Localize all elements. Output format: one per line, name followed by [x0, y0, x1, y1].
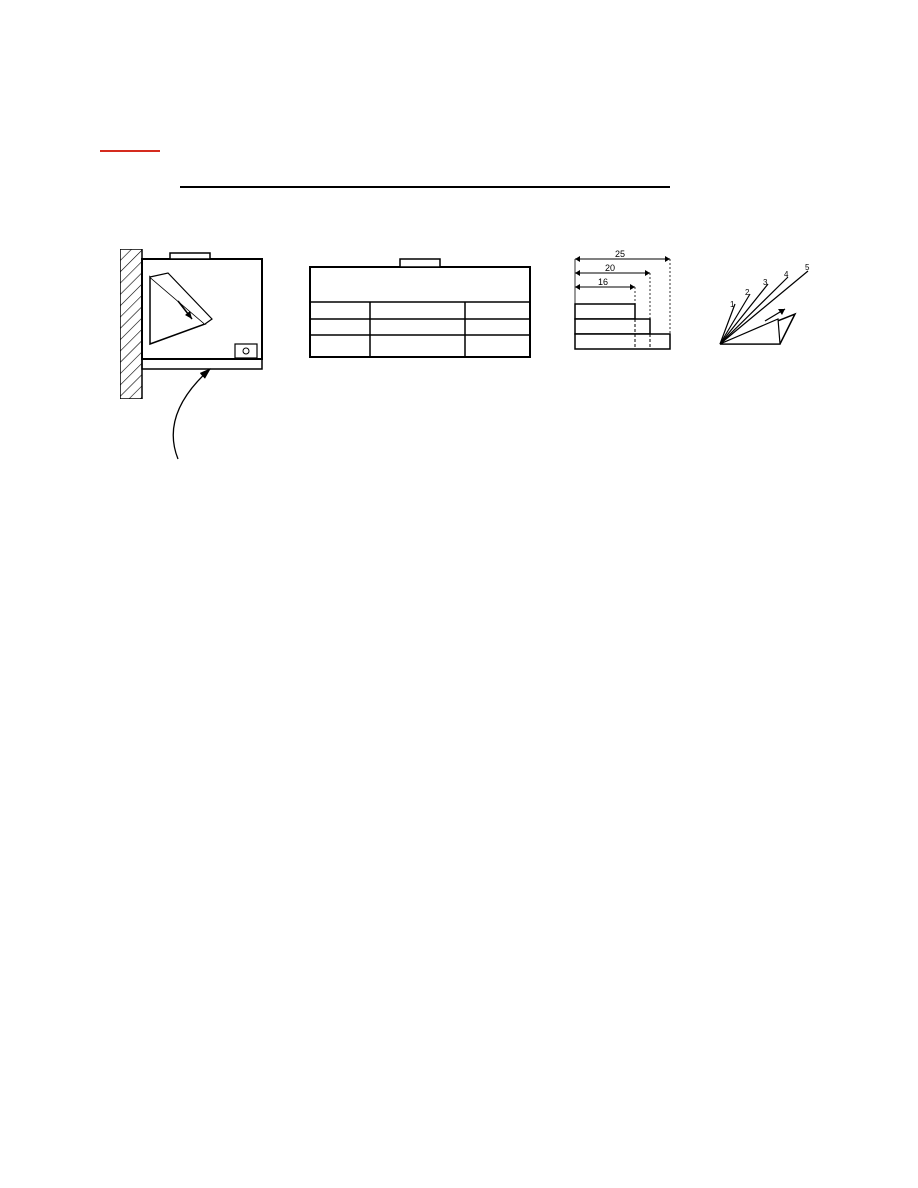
french-column: [120, 215, 455, 227]
english-column: [485, 215, 820, 227]
diagrams-row: 25 20 16 1 2 3 4 5: [120, 249, 820, 429]
text-columns: [120, 215, 820, 227]
header-accent: [100, 150, 160, 152]
side-view-diagram: [120, 249, 290, 399]
mark-1: 1: [730, 300, 735, 309]
baffle-level-diagram: 1 2 3 4 5: [700, 259, 820, 369]
dim-16: 16: [598, 277, 608, 287]
mark-5: 5: [805, 263, 810, 272]
mark-2: 2: [745, 288, 750, 297]
dimension-diagram: 25 20 16: [570, 249, 690, 379]
mark-4: 4: [784, 270, 789, 279]
header-rule: [180, 186, 670, 188]
dim-25: 25: [615, 249, 625, 259]
mark-3: 3: [763, 278, 768, 287]
dim-20: 20: [605, 263, 615, 273]
front-view-diagram: [305, 257, 535, 397]
content-area: 25 20 16 1 2 3 4 5: [120, 215, 820, 429]
